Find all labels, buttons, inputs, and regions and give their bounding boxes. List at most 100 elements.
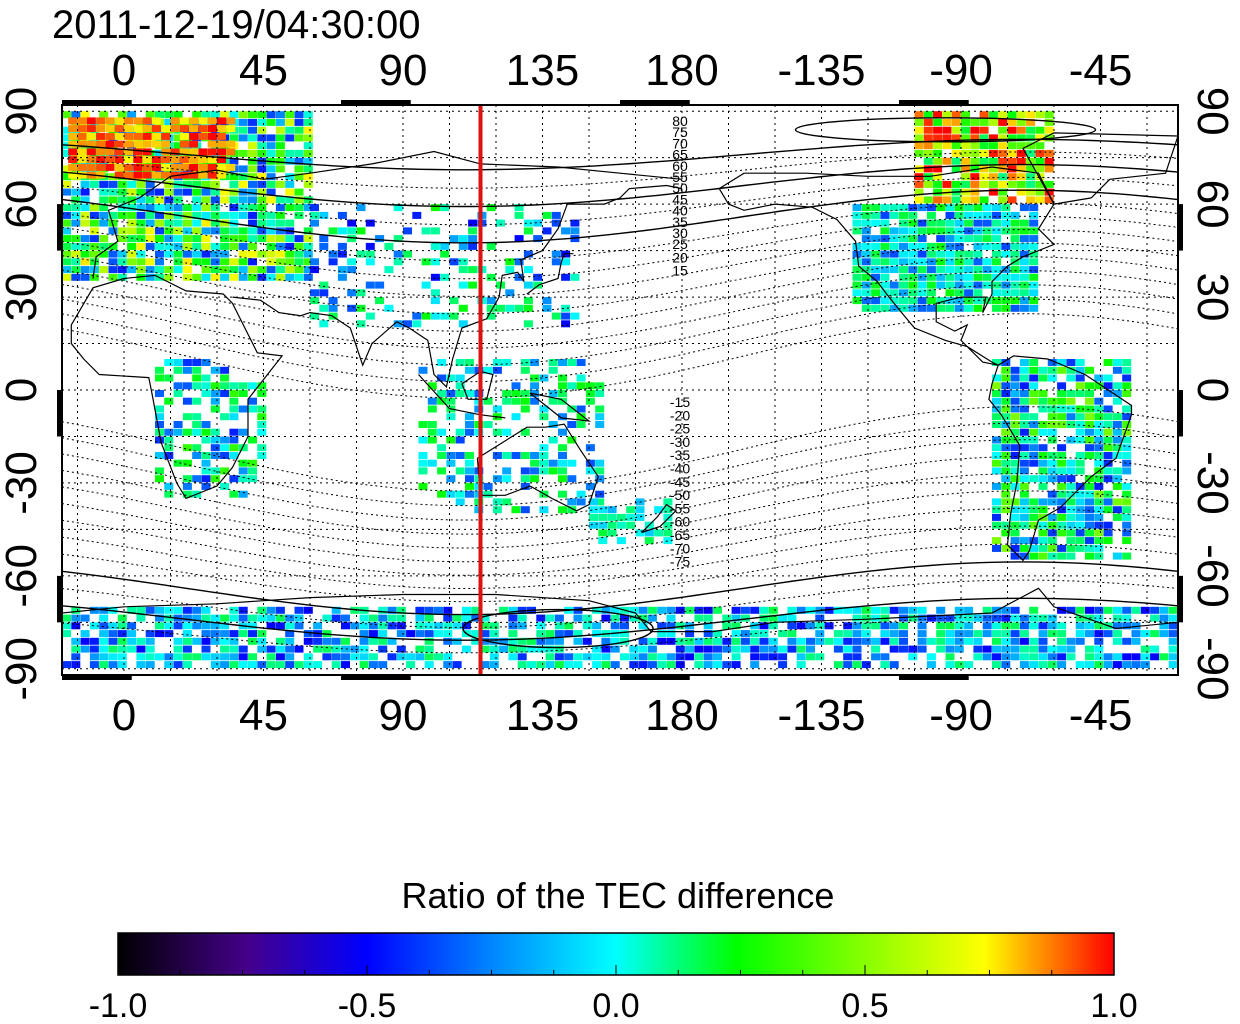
- tec-cell: [945, 250, 955, 258]
- tec-cell: [145, 111, 155, 119]
- tec-cell: [151, 171, 161, 179]
- tec-cell: [229, 661, 239, 669]
- tec-cell: [1001, 653, 1011, 661]
- tec-cell: [96, 125, 106, 133]
- tec-cell: [861, 637, 871, 645]
- tec-cell: [926, 250, 936, 258]
- tec-cell: [982, 606, 992, 614]
- tec-cell: [926, 273, 936, 281]
- tec-cell: [155, 219, 164, 227]
- tec-cell: [229, 134, 239, 142]
- tec-cell: [787, 622, 797, 630]
- tec-cell: [1057, 529, 1067, 537]
- tec-cell: [108, 645, 118, 653]
- tec-cell: [926, 204, 936, 212]
- tec-cell: [238, 242, 248, 250]
- tec-cell: [626, 506, 636, 514]
- tec-cell: [1029, 521, 1039, 529]
- tec-cell: [182, 235, 192, 243]
- tec-cell: [992, 661, 1001, 669]
- tec-cell: [238, 180, 248, 188]
- tec-cell: [449, 312, 459, 320]
- tec-cell: [201, 242, 211, 250]
- tec-cell: [1010, 397, 1020, 405]
- tec-cell: [502, 475, 512, 483]
- tec-cell: [861, 297, 871, 305]
- tec-cell: [1029, 506, 1039, 514]
- tec-cell: [824, 622, 834, 630]
- tec-cell: [561, 273, 571, 281]
- tec-cell: [161, 132, 171, 140]
- tec-cell: [926, 614, 936, 622]
- tec-cell: [248, 188, 257, 196]
- tec-cell: [452, 622, 462, 630]
- tec-cell: [192, 227, 202, 235]
- tec-cell: [992, 211, 1001, 219]
- tec-cell: [585, 459, 595, 467]
- tec-cell: [207, 148, 217, 156]
- tec-cell: [71, 111, 81, 119]
- tec-cell: [1075, 374, 1085, 382]
- tec-cell: [114, 171, 124, 179]
- tec-cell: [964, 281, 974, 289]
- tec-cell: [378, 661, 388, 669]
- tec-cell: [179, 140, 189, 148]
- tec-cell: [1038, 405, 1048, 413]
- tec-cell: [365, 258, 375, 266]
- tec-cell: [1075, 544, 1085, 552]
- tec-cell: [492, 506, 502, 514]
- tec-cell: [257, 219, 267, 227]
- tec-cell: [1019, 645, 1029, 653]
- tec-cell: [517, 637, 527, 645]
- tec-cell: [465, 482, 474, 490]
- tec-cell: [1019, 382, 1029, 390]
- tec-cell: [554, 661, 564, 669]
- tec-cell: [331, 661, 341, 669]
- tec-cell: [341, 653, 350, 661]
- tec-cell: [880, 258, 890, 266]
- tec-cell: [489, 637, 499, 645]
- tec-cell: [480, 661, 490, 669]
- tec-cell: [415, 622, 425, 630]
- tec-cell: [71, 188, 81, 196]
- tec-cell: [1010, 653, 1020, 661]
- tec-cell: [1026, 142, 1036, 150]
- tec-cell: [62, 235, 71, 243]
- tec-cell: [368, 637, 378, 645]
- tec-cell: [337, 266, 347, 274]
- tec-cell: [105, 132, 115, 140]
- frame-bar-left: [57, 204, 62, 251]
- tec-cell: [511, 413, 521, 421]
- tec-cell: [917, 281, 927, 289]
- tec-cell: [657, 622, 667, 630]
- tec-cell: [945, 211, 955, 219]
- tec-cell: [861, 614, 871, 622]
- tec-cell: [182, 258, 192, 266]
- tec-cell: [1085, 552, 1094, 560]
- tec-cell: [644, 529, 654, 537]
- tec-cell: [1075, 614, 1085, 622]
- magnetic-contour: [62, 313, 1178, 399]
- tec-cell: [427, 459, 437, 467]
- tec-cell: [359, 622, 369, 630]
- tec-cell: [99, 637, 109, 645]
- tec-cell: [155, 266, 164, 274]
- tec-cell: [117, 645, 127, 653]
- tec-cell: [492, 359, 502, 366]
- tec-cell: [108, 266, 118, 274]
- tec-cell: [558, 428, 567, 436]
- tec-cell: [201, 645, 211, 653]
- tec-cell: [923, 126, 933, 134]
- frame-bar-left: [57, 575, 62, 623]
- tec-cell: [1103, 436, 1113, 444]
- tec-cell: [926, 289, 936, 297]
- tec-cell: [108, 219, 118, 227]
- tec-cell: [554, 645, 564, 653]
- tec-cell: [945, 661, 955, 669]
- magnetic-contour: [62, 202, 1178, 262]
- magnetic-contour-label: 20: [672, 249, 688, 265]
- tec-cell: [942, 118, 952, 126]
- tec-cell: [1016, 157, 1026, 165]
- tec-cell: [124, 156, 133, 164]
- tec-cell: [136, 645, 146, 653]
